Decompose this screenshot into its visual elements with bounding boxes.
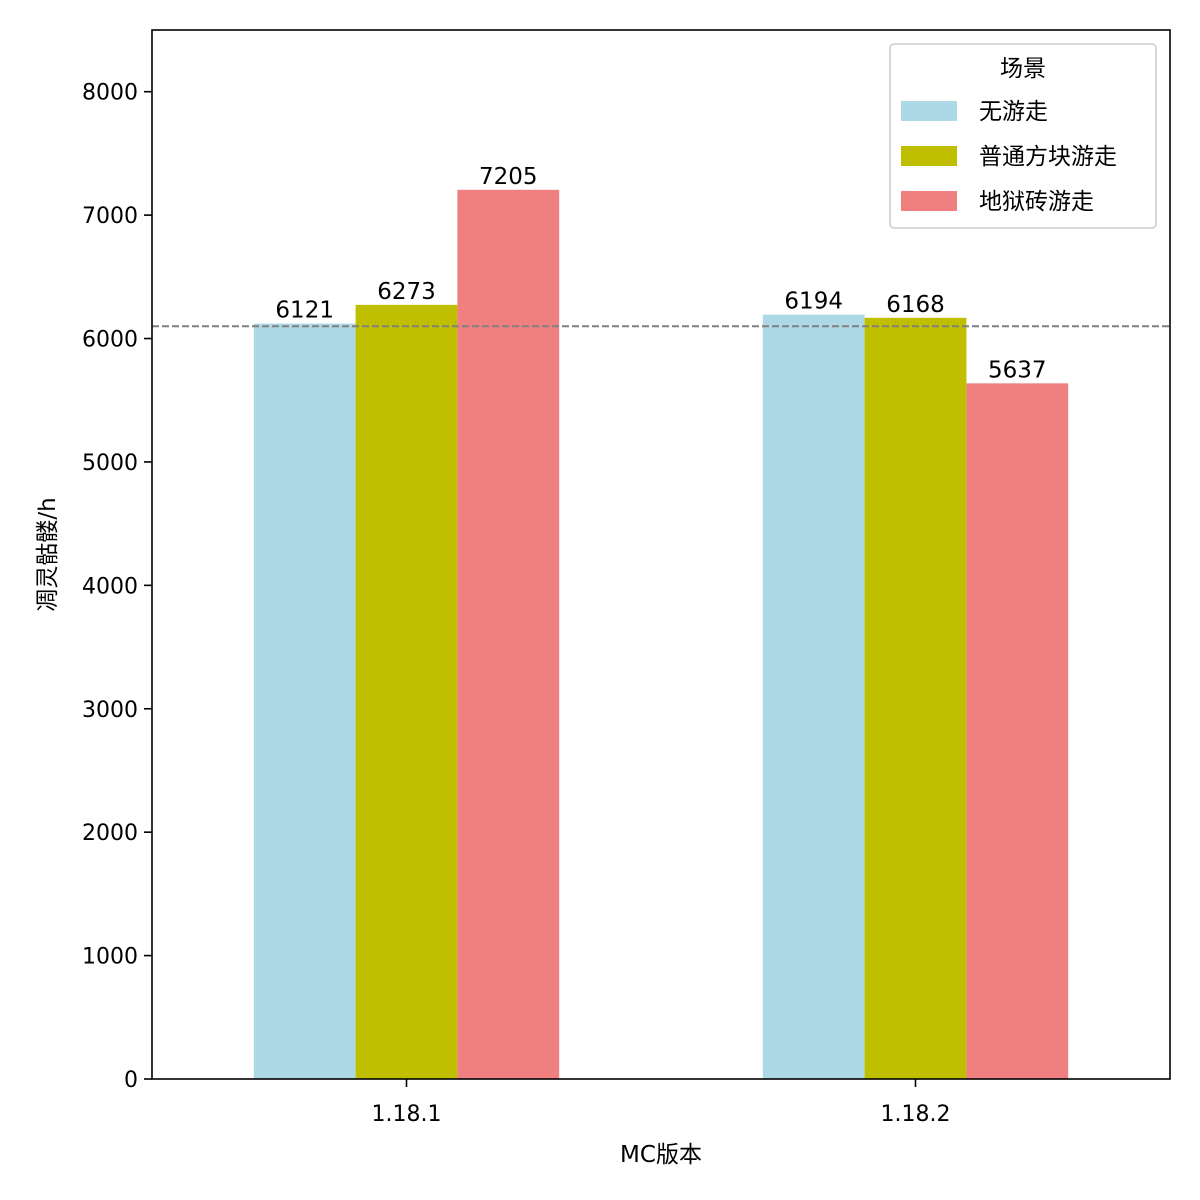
y-tick-label: 3000 [82, 698, 138, 723]
y-tick-label: 0 [124, 1068, 138, 1093]
x-axis-title: MC版本 [620, 1142, 702, 1168]
bar-1.18.1-3 [457, 189, 560, 1079]
x-tick-label: 1.18.1 [372, 1102, 442, 1127]
legend-swatch [901, 146, 957, 166]
y-tick-label: 8000 [82, 81, 138, 106]
bar-1.18.2-3 [966, 383, 1069, 1079]
bars-layer [253, 189, 1069, 1080]
bar-value-label: 6194 [784, 289, 843, 315]
bar-1.18.2-2 [864, 317, 967, 1079]
legend-swatch [901, 101, 957, 121]
plot-frame [151, 29, 1171, 1080]
y-axis: 0 1000 2000 3000 4000 5000 6000 7000 8000 [82, 81, 152, 1093]
y-tick-label: 7000 [82, 204, 138, 229]
bar-value-label: 6121 [275, 298, 334, 324]
bar-value-label: 7205 [479, 164, 538, 190]
bar-labels-layer: 6121 6194 6273 6168 7205 5637 [275, 164, 1046, 384]
legend-box [889, 43, 1157, 229]
legend-swatch [901, 191, 957, 211]
y-tick-label: 6000 [82, 328, 138, 353]
legend-title: 场景 [1000, 56, 1046, 82]
bar-1.18.1-2 [355, 304, 458, 1079]
x-tick-label: 1.18.2 [881, 1102, 951, 1127]
bar-value-label: 6273 [377, 279, 436, 305]
y-tick-label: 4000 [82, 574, 138, 599]
bar-value-label: 6168 [886, 292, 945, 318]
y-axis-title: 凋灵骷髅/h [35, 497, 61, 611]
legend-label: 普通方块游走 [979, 144, 1117, 170]
bar-value-label: 5637 [988, 357, 1047, 383]
y-tick-label: 1000 [82, 945, 138, 970]
bar-1.18.1-1 [253, 323, 356, 1080]
y-tick-label: 2000 [82, 821, 138, 846]
legend-label: 地狱砖游走 [979, 189, 1094, 215]
bar-1.18.2-1 [762, 314, 865, 1079]
legend-label: 无游走 [979, 99, 1048, 125]
x-axis: 1.18.1 1.18.2 [372, 1079, 951, 1127]
y-tick-label: 5000 [82, 451, 138, 476]
